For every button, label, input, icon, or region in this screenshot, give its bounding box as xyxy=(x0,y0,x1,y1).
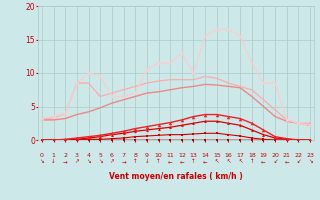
X-axis label: Vent moyen/en rafales ( km/h ): Vent moyen/en rafales ( km/h ) xyxy=(109,172,243,181)
